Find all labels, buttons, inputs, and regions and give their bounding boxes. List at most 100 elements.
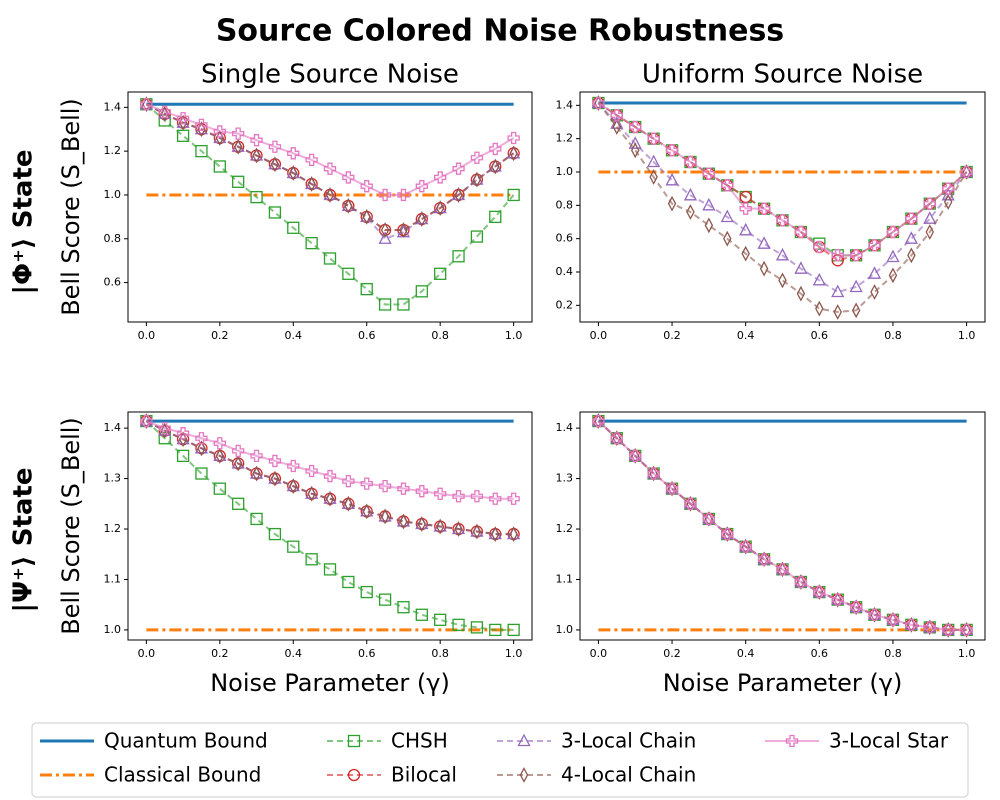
marker (380, 508, 390, 525)
marker (813, 240, 826, 254)
marker (323, 252, 337, 265)
marker (757, 236, 771, 249)
marker (831, 284, 845, 298)
marker (399, 222, 408, 238)
x-tick-label: 0.2 (211, 329, 229, 342)
y-tick-label: 1.2 (104, 522, 122, 535)
x-tick-label: 1.0 (958, 647, 976, 660)
y-tick-label: 1.0 (104, 623, 122, 636)
marker (739, 540, 752, 553)
marker (592, 96, 605, 110)
legend-label: Quantum Bound (104, 729, 268, 753)
marker (776, 563, 789, 576)
marker (287, 459, 300, 473)
marker (452, 250, 465, 263)
marker (323, 469, 337, 483)
marker (195, 144, 208, 158)
marker (378, 298, 392, 311)
marker (176, 112, 190, 125)
marker (831, 593, 844, 606)
marker (197, 440, 206, 457)
marker (592, 414, 605, 428)
marker (342, 267, 355, 280)
marker (347, 768, 361, 782)
marker (665, 144, 679, 157)
y-tick-label: 1.2 (556, 132, 574, 145)
marker (721, 527, 734, 541)
series-line (145, 103, 515, 231)
figure-title: Source Colored Noise Robustness (216, 14, 784, 49)
marker (270, 156, 280, 173)
x-tick-label: 0.6 (358, 647, 376, 660)
x-tick-label: 0.6 (811, 647, 829, 660)
marker (739, 190, 752, 204)
marker (702, 167, 716, 180)
marker (344, 495, 353, 512)
marker (378, 480, 392, 493)
legend-label: 3-Local Chain (561, 729, 696, 753)
marker (507, 623, 520, 637)
marker (287, 540, 300, 553)
row-label: |Φ⁺⟩ State (9, 149, 39, 294)
marker (886, 613, 900, 626)
legend-frame (31, 722, 969, 798)
marker (813, 585, 826, 599)
y-tick-label: 1.3 (556, 472, 574, 485)
marker (517, 733, 531, 747)
legend-label: Bilocal (391, 763, 457, 787)
marker (723, 230, 732, 247)
marker (849, 601, 863, 614)
x-tick-label: 1.0 (505, 647, 523, 660)
y-tick-label: 1.4 (556, 98, 574, 111)
marker (158, 432, 171, 445)
series-line (597, 420, 967, 631)
marker (942, 182, 955, 195)
marker (378, 593, 392, 606)
marker (232, 175, 245, 188)
y-tick-label: 1.4 (104, 100, 122, 113)
subplot-title: Single Source Noise (201, 60, 459, 90)
marker (454, 187, 463, 203)
marker (739, 222, 753, 236)
marker (454, 521, 463, 537)
marker (434, 613, 447, 626)
marker (176, 427, 190, 440)
axes-frame (127, 411, 533, 641)
marker (741, 245, 750, 262)
marker (507, 492, 520, 505)
marker (397, 188, 410, 202)
marker (233, 138, 243, 155)
marker (907, 247, 916, 264)
marker (435, 200, 445, 216)
marker (775, 247, 790, 261)
marker (417, 516, 427, 532)
series-line (597, 420, 967, 631)
marker (629, 449, 642, 463)
marker (380, 222, 390, 238)
marker (776, 214, 789, 227)
series-line (597, 420, 967, 631)
row-label: |Ψ⁺⟩ State (9, 467, 39, 612)
y-tick-label: 0.4 (556, 265, 574, 278)
y-tick-label: 0.8 (556, 198, 574, 211)
marker (305, 464, 318, 478)
y-tick-label: 1.3 (104, 472, 122, 485)
marker (325, 490, 335, 507)
marker (720, 209, 734, 223)
marker (232, 127, 245, 140)
legend-label: CHSH (391, 729, 448, 753)
marker (794, 575, 808, 589)
marker (904, 231, 918, 244)
marker (925, 224, 935, 240)
marker (759, 260, 769, 277)
x-tick-label: 0.8 (884, 647, 902, 660)
marker (507, 188, 520, 202)
marker (489, 142, 502, 156)
marker (491, 158, 500, 175)
marker (470, 151, 484, 164)
x-tick-label: 0.0 (138, 647, 156, 660)
marker (360, 180, 373, 193)
marker (362, 208, 371, 225)
marker (923, 621, 936, 634)
